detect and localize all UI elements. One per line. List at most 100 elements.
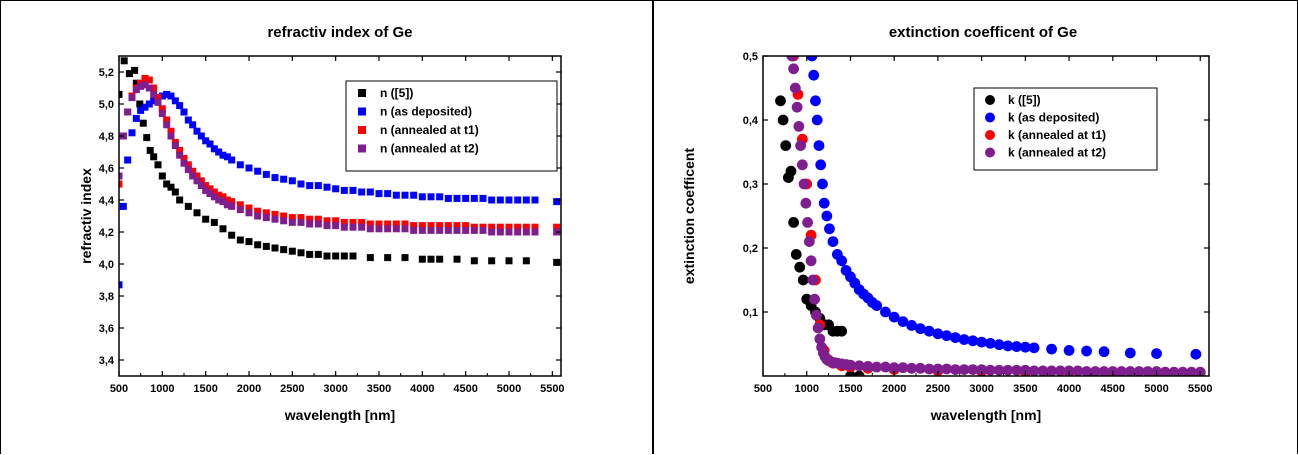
y-tick-label: 4,4	[99, 195, 115, 207]
data-point-series-0	[136, 100, 144, 108]
data-point-series-1	[167, 92, 175, 100]
data-point-series-0	[794, 261, 806, 273]
data-point-series-2	[215, 191, 223, 199]
data-point-series-1	[813, 140, 825, 151]
data-point-series-3	[366, 225, 374, 233]
plot-frame	[118, 55, 562, 377]
data-point-series-3	[814, 333, 826, 345]
x-tick-label: 1000	[794, 383, 818, 395]
legend-label: n ([5])	[380, 86, 413, 100]
x-tick-label: 1000	[150, 383, 174, 395]
data-point-series-1	[141, 103, 149, 111]
data-point-series-1	[314, 182, 322, 190]
data-point-series-3	[1002, 364, 1014, 376]
data-point-series-1	[950, 332, 961, 343]
data-point-series-3	[1011, 364, 1022, 376]
x-tick-label: 3500	[1013, 383, 1037, 395]
data-point-series-0	[797, 274, 809, 286]
data-point-series-1	[132, 114, 140, 122]
data-point-series-3	[418, 226, 426, 234]
data-point-series-0	[790, 249, 802, 260]
data-point-series-3	[306, 220, 314, 228]
data-point-series-1	[340, 186, 348, 194]
data-point-series-2	[223, 196, 231, 204]
data-point-series-3	[897, 362, 909, 374]
x-axis-label: wavelength [nm]	[930, 407, 1041, 423]
data-point-series-3	[228, 202, 236, 210]
data-point-series-2	[288, 214, 296, 222]
data-point-series-3	[280, 217, 288, 225]
data-point-series-2	[202, 182, 210, 190]
data-point-series-2	[496, 223, 504, 231]
data-point-series-3	[132, 86, 140, 94]
legend-box	[345, 80, 558, 172]
data-point-series-2	[323, 217, 331, 225]
data-point-series-1	[128, 129, 136, 137]
data-point-series-1	[202, 137, 210, 145]
data-point-series-3	[215, 196, 223, 204]
data-point-series-3	[444, 226, 452, 234]
data-point-series-3	[236, 206, 244, 214]
x-tick-label: 1500	[838, 383, 862, 395]
data-point-series-0	[340, 252, 348, 260]
data-point-series-1	[818, 197, 830, 209]
data-point-series-3	[171, 142, 179, 150]
data-point-series-3	[288, 218, 296, 226]
data-point-series-1	[827, 236, 839, 247]
x-tick-label: 2500	[280, 383, 304, 395]
x-tick-label: 2500	[926, 383, 950, 395]
y-tick-label: 4,2	[99, 227, 114, 239]
data-point-series-2	[453, 222, 461, 230]
data-point-series-2	[210, 188, 218, 196]
data-point-series-2	[332, 217, 340, 225]
data-point-series-3	[1124, 366, 1136, 376]
data-point-series-3	[1159, 366, 1171, 376]
data-point-series-2	[314, 215, 322, 223]
data-point-series-2	[436, 222, 444, 230]
x-tick-label: 5500	[1188, 383, 1212, 395]
legend-label: k (annealed at t2)	[1008, 146, 1106, 160]
data-point-series-3	[805, 255, 817, 267]
data-point-series-3	[332, 222, 340, 230]
data-point-series-3	[514, 228, 522, 236]
data-point-series-0	[306, 250, 314, 258]
y-tick-label: 4,8	[99, 131, 114, 143]
data-point-series-0	[288, 247, 296, 255]
data-point-series-1	[923, 325, 935, 337]
data-point-series-2	[553, 223, 561, 231]
data-point-series-3	[1037, 365, 1049, 376]
data-point-series-3	[788, 63, 799, 75]
data-point-series-0	[245, 238, 253, 246]
data-point-series-3	[349, 223, 357, 231]
data-point-series-0	[271, 244, 279, 252]
data-point-series-2	[180, 154, 188, 162]
data-point-series-0	[836, 325, 848, 337]
left-chart-panel: refractiv index of Ge 500 1000 1500 2000 2500…	[0, 0, 652, 454]
data-point-series-2	[228, 198, 236, 206]
legend-label: k (annealed at t1)	[1008, 128, 1106, 142]
data-point-series-3	[803, 236, 815, 247]
data-point-series-3	[958, 364, 970, 375]
data-point-series-1	[184, 116, 192, 124]
data-point-series-2	[505, 223, 513, 231]
data-point-series-2	[444, 222, 452, 230]
data-point-series-3	[871, 361, 883, 373]
data-point-series-3	[453, 226, 461, 234]
data-point-series-3	[206, 190, 214, 198]
data-point-series-0	[167, 183, 175, 191]
data-point-series-3	[793, 121, 805, 132]
y-tick-label: 3,6	[99, 323, 114, 335]
legend-marker	[358, 144, 366, 153]
data-point-series-3	[184, 166, 192, 174]
data-point-series-0	[236, 236, 244, 244]
data-point-series-3	[941, 363, 953, 375]
data-point-series-1	[444, 194, 452, 202]
data-point-series-3	[1046, 365, 1057, 376]
data-point-series-1	[1190, 348, 1202, 360]
data-point-series-1	[236, 161, 244, 169]
data-point-series-1	[418, 193, 426, 201]
data-point-series-3	[795, 140, 806, 151]
data-point-series-3	[923, 363, 935, 375]
data-point-series-2	[184, 161, 192, 169]
data-point-series-0	[401, 254, 409, 262]
